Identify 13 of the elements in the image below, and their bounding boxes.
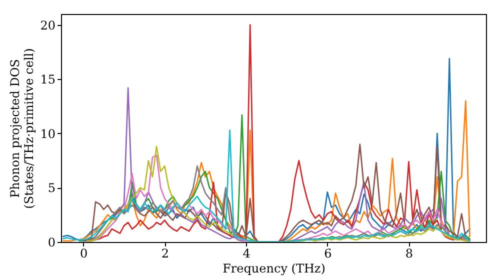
x-tick-label: 2 [161,246,170,260]
y-axis-title: Phonon projected DOS (States/THz·primitive cell) [8,48,36,209]
x-axis-title: Frequency (THz) [222,262,326,276]
y-tick-label: 10 [40,126,56,141]
x-tick-label: 8 [405,246,414,260]
line-series [62,58,470,242]
x-tick-label: 4 [242,246,251,260]
y-tick-label: 20 [40,18,56,32]
y-tick-label: 15 [40,72,56,87]
x-tick-label: 0 [80,246,88,260]
x-tick-label: 6 [324,246,332,260]
y-tick-label: 0 [48,236,56,250]
y-tick-label: 5 [48,181,56,196]
